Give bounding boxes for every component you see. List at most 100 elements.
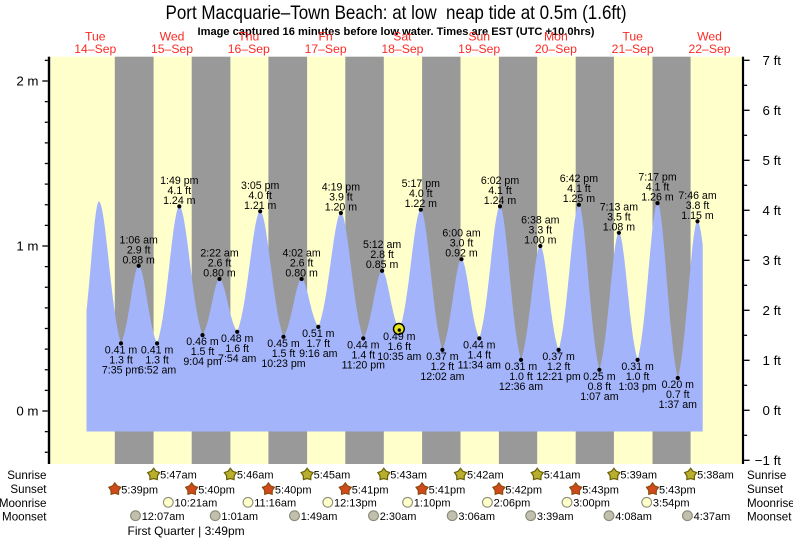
svg-text:Wed: Wed (160, 30, 185, 44)
svg-text:17–Sep: 17–Sep (305, 42, 347, 56)
svg-text:0.49 m: 0.49 m (383, 331, 416, 343)
svg-text:1.5 ft: 1.5 ft (272, 348, 296, 360)
svg-text:1.26 m: 1.26 m (641, 192, 674, 204)
svg-text:4 ft: 4 ft (763, 203, 782, 218)
svg-text:First Quarter | 3:49pm: First Quarter | 3:49pm (128, 524, 245, 538)
svg-text:0.51 m: 0.51 m (302, 328, 335, 340)
svg-text:1:07 am: 1:07 am (580, 391, 618, 403)
svg-text:1.0 ft: 1.0 ft (509, 371, 533, 383)
svg-text:1.0 ft: 1.0 ft (626, 371, 650, 383)
svg-text:5:39pm: 5:39pm (121, 484, 158, 496)
svg-text:12:07am: 12:07am (142, 511, 185, 523)
svg-text:Tue: Tue (622, 30, 643, 44)
svg-text:14–Sep: 14–Sep (74, 42, 116, 56)
svg-text:1.3 ft: 1.3 ft (109, 354, 133, 366)
svg-text:3:39am: 3:39am (537, 511, 574, 523)
svg-text:1.4 ft: 1.4 ft (468, 349, 492, 361)
svg-text:0.85 m: 0.85 m (366, 259, 399, 271)
svg-text:2 ft: 2 ft (763, 303, 782, 318)
svg-text:1.24 m: 1.24 m (484, 195, 517, 207)
svg-text:5:41am: 5:41am (544, 470, 581, 482)
svg-text:1.6 ft: 1.6 ft (225, 343, 249, 355)
svg-text:0.41 m: 0.41 m (105, 344, 138, 356)
svg-text:2.6 ft: 2.6 ft (208, 258, 232, 270)
svg-text:0.80 m: 0.80 m (203, 268, 236, 280)
svg-text:20–Sep: 20–Sep (535, 42, 577, 56)
svg-text:2.8 ft: 2.8 ft (370, 249, 394, 261)
svg-text:0.44 m: 0.44 m (463, 339, 496, 351)
svg-text:3.8 ft: 3.8 ft (686, 200, 710, 212)
svg-text:Sunset: Sunset (10, 483, 47, 496)
svg-text:4:19 pm: 4:19 pm (322, 182, 360, 194)
svg-text:4.0 ft: 4.0 ft (409, 188, 433, 200)
svg-text:7:46 am: 7:46 am (678, 190, 716, 202)
svg-text:4:02 am: 4:02 am (282, 248, 320, 260)
svg-text:4.0 ft: 4.0 ft (248, 190, 272, 202)
svg-text:7:54 am: 7:54 am (218, 353, 256, 365)
svg-text:0 ft: 0 ft (763, 403, 782, 418)
svg-text:1:10pm: 1:10pm (414, 498, 451, 510)
svg-text:18–Sep: 18–Sep (381, 42, 423, 56)
svg-text:3.9 ft: 3.9 ft (329, 192, 353, 204)
svg-text:10:21am: 10:21am (175, 498, 218, 510)
svg-text:5:47am: 5:47am (160, 470, 197, 482)
svg-text:Moonrise: Moonrise (747, 497, 793, 510)
svg-text:1:49 pm: 1:49 pm (160, 175, 198, 187)
svg-text:5:43am: 5:43am (390, 470, 427, 482)
svg-text:0.31 m: 0.31 m (505, 361, 538, 373)
svg-text:2.9 ft: 2.9 ft (127, 244, 151, 256)
svg-text:3:54pm: 3:54pm (653, 498, 690, 510)
svg-text:19–Sep: 19–Sep (458, 42, 500, 56)
svg-text:1 m: 1 m (16, 239, 38, 254)
svg-text:6:38 am: 6:38 am (521, 215, 559, 227)
svg-text:1.6 ft: 1.6 ft (388, 341, 412, 353)
svg-text:1.3 ft: 1.3 ft (145, 354, 169, 366)
svg-text:Moonset: Moonset (747, 510, 792, 523)
svg-text:0.48 m: 0.48 m (221, 333, 254, 345)
svg-text:1.4 ft: 1.4 ft (352, 349, 376, 361)
svg-text:1:37 am: 1:37 am (659, 399, 697, 411)
svg-text:6:02 pm: 6:02 pm (481, 175, 519, 187)
svg-text:Sunrise: Sunrise (7, 469, 46, 482)
svg-text:4.1 ft: 4.1 ft (488, 185, 512, 197)
svg-text:3:06am: 3:06am (458, 511, 495, 523)
svg-text:12:21 pm: 12:21 pm (537, 371, 581, 383)
svg-text:6:42 pm: 6:42 pm (560, 173, 598, 185)
svg-text:3.0 ft: 3.0 ft (450, 238, 474, 250)
svg-text:Fri: Fri (318, 30, 332, 44)
svg-text:2 m: 2 m (16, 74, 38, 89)
svg-text:5:43pm: 5:43pm (582, 484, 619, 496)
svg-text:Moonset: Moonset (2, 510, 47, 523)
svg-text:7:13 am: 7:13 am (600, 201, 638, 213)
svg-text:Sat: Sat (393, 30, 412, 44)
svg-text:1.00 m: 1.00 m (524, 235, 557, 247)
svg-text:5 ft: 5 ft (763, 153, 782, 168)
svg-text:6 ft: 6 ft (763, 103, 782, 118)
svg-text:5:38am: 5:38am (697, 470, 734, 482)
svg-text:0.37 m: 0.37 m (542, 351, 575, 363)
svg-text:0 m: 0 m (16, 404, 38, 419)
svg-text:0.46 m: 0.46 m (186, 336, 219, 348)
svg-text:1.7 ft: 1.7 ft (307, 338, 331, 350)
svg-text:10:23 pm: 10:23 pm (261, 358, 305, 370)
svg-text:0.31 m: 0.31 m (621, 361, 654, 373)
svg-text:4.1 ft: 4.1 ft (567, 183, 591, 195)
svg-text:1:49am: 1:49am (301, 511, 338, 523)
svg-text:1.5 ft: 1.5 ft (191, 346, 215, 358)
svg-text:Mon: Mon (544, 30, 568, 44)
svg-text:6:00 am: 6:00 am (442, 228, 480, 240)
svg-text:2:22 am: 2:22 am (200, 248, 238, 260)
svg-text:Sunset: Sunset (747, 483, 784, 496)
svg-text:Thu: Thu (238, 30, 259, 44)
svg-text:1.2 ft: 1.2 ft (431, 361, 455, 373)
svg-text:Tue: Tue (85, 30, 106, 44)
svg-text:1.25 m: 1.25 m (563, 193, 596, 205)
svg-text:16–Sep: 16–Sep (228, 42, 270, 56)
svg-text:Port Macquarie–Town Beach: at: Port Macquarie–Town Beach: at low neap t… (166, 2, 627, 24)
svg-text:0.20 m: 0.20 m (662, 379, 695, 391)
svg-text:3:05 pm: 3:05 pm (241, 180, 279, 192)
svg-text:2.6 ft: 2.6 ft (290, 258, 314, 270)
svg-text:5:39am: 5:39am (620, 470, 657, 482)
svg-text:7:17 pm: 7:17 pm (638, 172, 676, 184)
svg-text:4.1 ft: 4.1 ft (168, 185, 192, 197)
